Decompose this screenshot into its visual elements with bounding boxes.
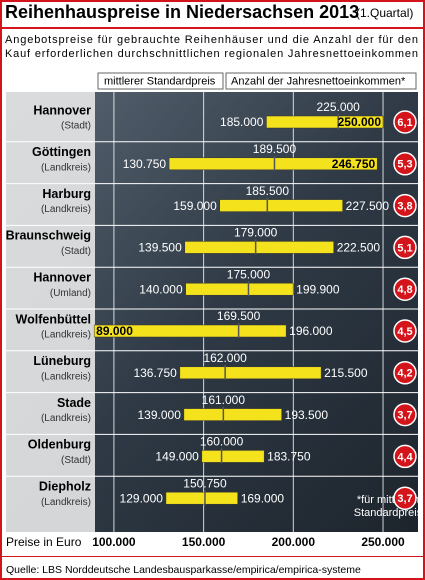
region-label: (Landkreis) [41, 413, 91, 424]
mid-label: 189.500 [253, 142, 297, 156]
range-bar [184, 241, 334, 254]
label-column [6, 92, 95, 532]
x-axis-label: Preise in Euro [6, 535, 82, 549]
legend-box [97, 72, 224, 90]
mid-label: 225.000 [316, 100, 360, 114]
category-label: Stade [57, 396, 91, 410]
region-label: (Stadt) [61, 121, 91, 132]
ratio-badge [393, 361, 417, 385]
ratio-label: 4,8 [397, 284, 412, 296]
title-note: (1.Quartal) [356, 6, 413, 20]
mid-label: 160.000 [200, 435, 244, 449]
region-label: (Landkreis) [41, 204, 91, 215]
high-label: 250.000 [338, 115, 382, 129]
low-label: 139.500 [138, 241, 182, 255]
high-label: 222.500 [337, 241, 381, 255]
category-label: Hannover [33, 103, 91, 117]
ratio-badge [393, 277, 417, 301]
chart-title: Reihenhauspreise in Niedersachsen 2013 [5, 2, 359, 22]
low-label: 89.000 [96, 324, 133, 338]
range-bar [185, 282, 294, 296]
ratio-label: 4,5 [397, 326, 412, 338]
low-label: 129.000 [120, 491, 164, 505]
ratio-badge [393, 152, 417, 176]
region-label: (Landkreis) [41, 497, 91, 508]
source: Quelle: LBS Norddeutsche Landesbausparka… [6, 564, 361, 576]
mid-label: 175.000 [227, 267, 271, 281]
rule [0, 27, 425, 29]
region-label: (Stadt) [61, 455, 91, 466]
high-label: 196.000 [289, 324, 333, 338]
ratio-label: 3,8 [397, 201, 412, 213]
high-label: 199.900 [296, 282, 340, 296]
ratio-badge [393, 110, 417, 134]
high-label: 246.750 [332, 157, 376, 171]
ratio-badge [393, 402, 417, 427]
category-label: Göttingen [32, 145, 91, 159]
x-tick-label: 200.000 [272, 535, 316, 549]
subtitle: Kauf erforderlichen durchschnittlichen r… [5, 48, 418, 60]
high-label: 227.500 [346, 199, 390, 213]
ratio-label: 3,7 [397, 410, 412, 422]
region-label: (Landkreis) [41, 371, 91, 382]
range-bar [266, 115, 384, 129]
range-bar [179, 366, 322, 380]
region-label: (Stadt) [61, 246, 91, 257]
region-label: (Landkreis) [41, 330, 91, 341]
high-label: 193.500 [285, 408, 329, 422]
category-label: Oldenburg [28, 438, 91, 452]
high-label: 169.000 [241, 491, 285, 505]
low-label: 136.750 [133, 366, 177, 380]
ratio-badge [393, 193, 417, 218]
low-label: 140.000 [139, 282, 183, 296]
ratio-badge [393, 444, 417, 469]
category-label: Lüneburg [33, 354, 91, 368]
category-label: Braunschweig [6, 229, 91, 243]
ratio-label: 5,1 [397, 242, 412, 254]
x-tick-label: 150.000 [182, 535, 226, 549]
footnote: Standardpreis [354, 507, 423, 519]
category-label: Hannover [33, 270, 91, 284]
ratio-badge [393, 319, 417, 343]
low-label: 130.750 [123, 157, 167, 171]
range-bar [219, 199, 343, 212]
mid-label: 185.500 [246, 184, 290, 198]
ratio-badge [393, 235, 417, 260]
range-bar [183, 408, 282, 421]
range-bar [168, 157, 378, 171]
high-label: 183.750 [267, 450, 311, 464]
low-label: 159.000 [173, 199, 217, 213]
ratio-label: 5,3 [397, 159, 412, 171]
range-bar [165, 491, 238, 505]
mid-label: 161.000 [202, 393, 246, 407]
mid-label: 179.000 [234, 226, 278, 240]
range-bar [201, 450, 265, 463]
legend-label: Anzahl der Jahresnettoeinkommen* [231, 75, 406, 87]
low-label: 139.000 [137, 408, 181, 422]
ratio-badge [393, 486, 417, 510]
region-label: (Umland) [50, 288, 91, 299]
x-tick-label: 250.000 [361, 535, 405, 549]
low-label: 149.000 [155, 450, 199, 464]
low-label: 185.000 [220, 115, 264, 129]
subtitle: Angebotspreise für gebrauchte Reihenhäus… [5, 34, 418, 46]
x-tick-label: 100.000 [92, 535, 136, 549]
ratio-label: 4,4 [397, 451, 413, 463]
ratio-label: 3,7 [397, 493, 412, 505]
category-label: Harburg [42, 187, 91, 201]
ratio-label: 4,2 [397, 368, 412, 380]
region-label: (Landkreis) [41, 162, 91, 173]
mid-label: 162.000 [203, 351, 247, 365]
category-label: Wolfenbüttel [16, 312, 91, 326]
mid-label: 150.750 [183, 476, 227, 490]
legend-box [225, 72, 417, 90]
category-label: Diepholz [39, 479, 91, 493]
rule [0, 556, 425, 557]
high-label: 215.500 [324, 366, 368, 380]
legend-label: mittlerer Standardpreis [104, 75, 216, 87]
mid-label: 169.500 [217, 309, 261, 323]
ratio-label: 6,1 [397, 117, 412, 129]
